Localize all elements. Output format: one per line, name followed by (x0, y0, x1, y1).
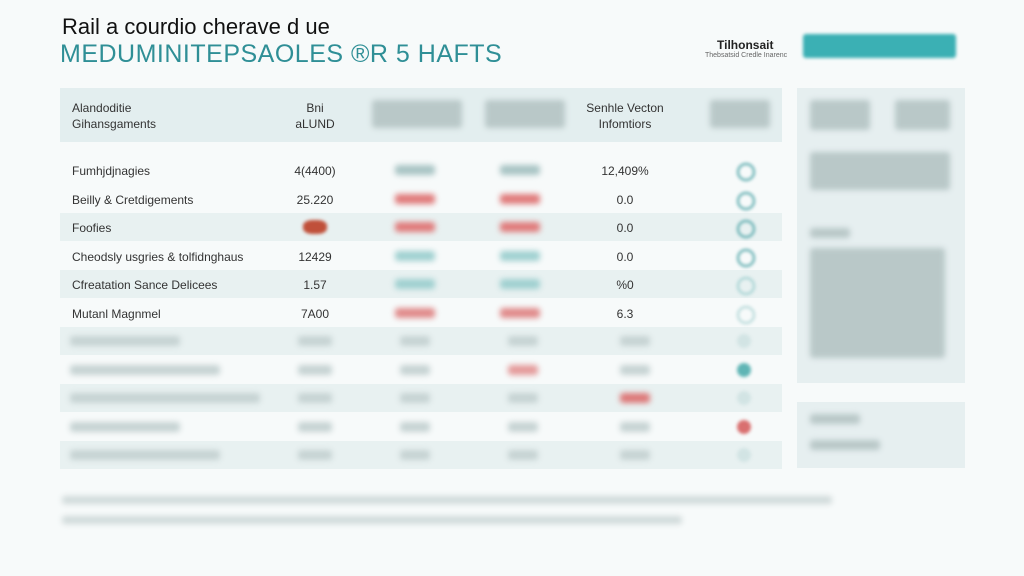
blurred-cell (500, 279, 540, 289)
blurred-text (810, 100, 870, 130)
blurred-cell (400, 336, 430, 346)
blurred-cell (620, 421, 650, 432)
blurred-cell (400, 393, 430, 403)
blurred-cell (508, 364, 538, 375)
row-rate: 0.0 (616, 221, 634, 235)
status-icon (737, 248, 755, 267)
row-rate: 0.0 (616, 249, 634, 264)
blurred-cell (620, 450, 650, 460)
blurred-cell (395, 222, 435, 232)
blurred-cell (395, 165, 435, 175)
blurred-text (810, 228, 850, 238)
brand-tagline: Thebsatsid Credle Inarenc (705, 52, 788, 59)
blurred-cell (508, 336, 538, 346)
blurred-cell (70, 393, 260, 403)
blurred-cell (395, 279, 435, 289)
blurred-header (372, 100, 462, 128)
status-icon (737, 362, 751, 377)
blurred-cell (298, 421, 332, 432)
blurred-text (810, 440, 880, 450)
blurred-cell (500, 307, 540, 318)
blurred-cell (500, 165, 540, 175)
row-label: Foofies (72, 221, 112, 235)
blurred-text (810, 152, 950, 190)
row-value: 25.220 (296, 192, 334, 207)
blurred-cell (70, 336, 180, 346)
row-value: 1.57 (303, 278, 327, 292)
row-label: Cfreatation Sance Delicees (72, 278, 218, 292)
column-header: Senhle Vecton Infomtiors (586, 101, 664, 131)
row-rate: %0 (616, 278, 634, 292)
row-rate: 12,409% (601, 164, 649, 178)
subtitle: MEDUMINITEPSAOLES ®R 5 HAFTS (60, 40, 503, 68)
blurred-cell (298, 450, 332, 460)
status-icon (737, 391, 751, 405)
blurred-cell (400, 450, 430, 460)
blurred-cell (395, 307, 435, 318)
blurred-cell (395, 193, 435, 204)
row-rate: 6.3 (616, 306, 634, 321)
blurred-text (810, 414, 860, 424)
blurred-cell (620, 393, 650, 403)
row-label: Cheodsly usgries & tolfidnghaus (72, 249, 244, 264)
status-icon (737, 334, 751, 348)
blurred-text (810, 248, 945, 358)
row-value: 4(4400) (294, 164, 336, 178)
column-header: Bni aLUND (295, 101, 335, 131)
title: Rail a courdio cherave d ue (62, 14, 330, 39)
blurred-cell (500, 222, 540, 232)
blurred-cell (70, 450, 220, 460)
blurred-cell (400, 421, 430, 432)
blurred-header (710, 100, 770, 128)
blurred-cell (70, 421, 180, 432)
row-value: 7A00 (300, 306, 330, 321)
blurred-text (62, 516, 682, 524)
blurred-cell (400, 364, 430, 375)
blurred-text (62, 496, 832, 504)
status-icon (737, 163, 755, 181)
row-rate: 0.0 (616, 192, 634, 207)
blurred-cell (298, 393, 332, 403)
blurred-cell (500, 250, 540, 261)
column-header: Alandoditie Gihansgaments (72, 101, 157, 131)
row-label: Fumhjdjnagies (72, 164, 151, 178)
blurred-cell (508, 421, 538, 432)
status-icon (737, 277, 755, 295)
blurred-cell (298, 364, 332, 375)
row-icon (303, 220, 327, 234)
blurred-header (485, 100, 565, 128)
blurred-cell (508, 393, 538, 403)
action-button[interactable] (803, 34, 956, 58)
side-box (797, 402, 965, 468)
blurred-text (895, 100, 950, 130)
blurred-cell (620, 364, 650, 375)
blurred-cell (508, 450, 538, 460)
status-icon (737, 419, 751, 434)
status-icon (737, 448, 751, 462)
brand-name: Tilhonsait (717, 38, 774, 52)
blurred-cell (620, 336, 650, 346)
blurred-cell (395, 250, 435, 261)
status-icon (737, 191, 755, 210)
blurred-cell (500, 193, 540, 204)
row-value: 12429 (298, 249, 332, 264)
blurred-cell (70, 364, 220, 375)
status-icon (737, 305, 755, 324)
row-label: Beilly & Cretdigements (72, 192, 194, 207)
row-label: Mutanl Magnmel (72, 306, 161, 321)
blurred-cell (298, 336, 332, 346)
status-icon (737, 220, 755, 238)
